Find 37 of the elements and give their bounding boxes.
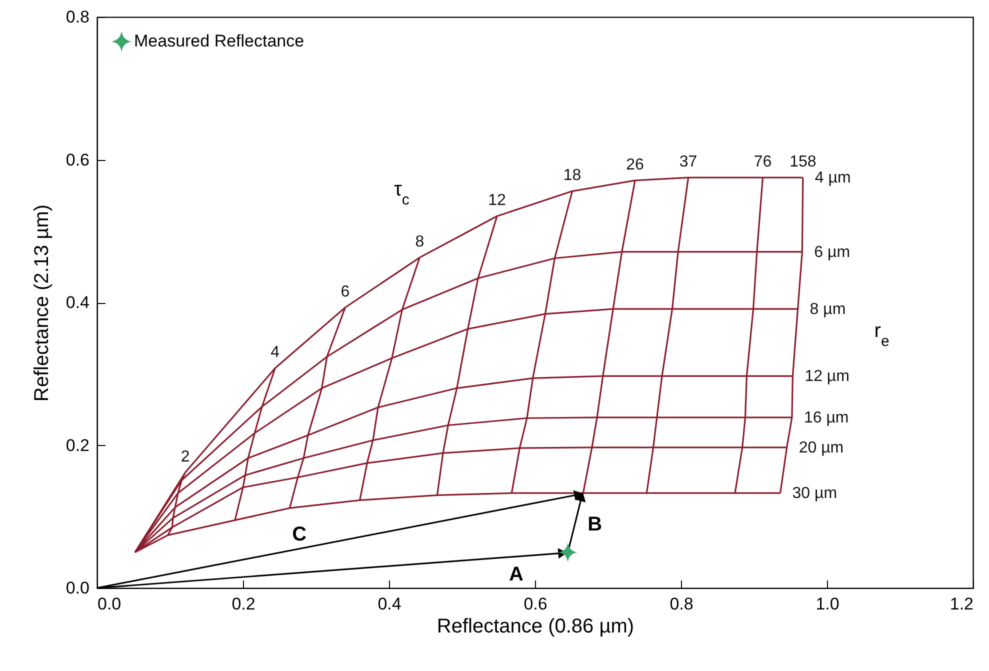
x-tick-label: 0.8 xyxy=(670,594,694,614)
x-tick-label: 0.4 xyxy=(378,594,402,614)
y-tick-label: 0.2 xyxy=(66,436,90,455)
y-tick-label: 0.4 xyxy=(66,293,90,312)
series-label: 8 xyxy=(415,234,424,251)
y-tick-label: 0.0 xyxy=(66,578,90,598)
legend-label: Measured Reflectance xyxy=(134,32,304,50)
series-label: 158 xyxy=(790,154,816,171)
series-label: 76 xyxy=(754,154,772,171)
series-label: 6 µm xyxy=(814,244,850,261)
series-label: 2 xyxy=(180,448,190,466)
x-tick-label: 1.0 xyxy=(816,594,840,614)
series-label: 12 xyxy=(488,192,506,210)
series-label: 16 µm xyxy=(804,409,849,426)
series-label: 26 xyxy=(626,156,644,174)
series-label: 30 µm xyxy=(792,485,838,502)
series-label: 12 µm xyxy=(804,368,850,386)
series-label: 18 xyxy=(563,167,582,184)
y-tick-label: 0.8 xyxy=(66,8,90,26)
annotation: r$_{e}$ xyxy=(874,320,890,350)
x-tick-label: 0.2 xyxy=(232,594,256,614)
series-label: 37 xyxy=(679,154,698,171)
x-tick-label: 1.2 xyxy=(950,594,974,614)
x-tick-label: 0.0 xyxy=(98,594,122,614)
annotation: B xyxy=(588,513,602,536)
series-label: 8 µm xyxy=(810,300,846,318)
annotation: τ$_{c}$ xyxy=(394,178,410,208)
y-tick-label: 0.6 xyxy=(66,150,90,170)
annotation: C xyxy=(292,524,307,546)
series-label: 6 xyxy=(340,283,350,300)
series-label: 20 µm xyxy=(798,439,844,456)
x-tick-label: 0.6 xyxy=(524,594,548,614)
annotation: A xyxy=(508,564,524,586)
x-axis-title: Reflectance (0.86 µm) xyxy=(436,616,634,638)
y-axis-title: Reflectance (2.13 µm) xyxy=(30,204,53,402)
series-label: 4 µm xyxy=(814,170,851,187)
series-label: 4 xyxy=(270,344,280,362)
